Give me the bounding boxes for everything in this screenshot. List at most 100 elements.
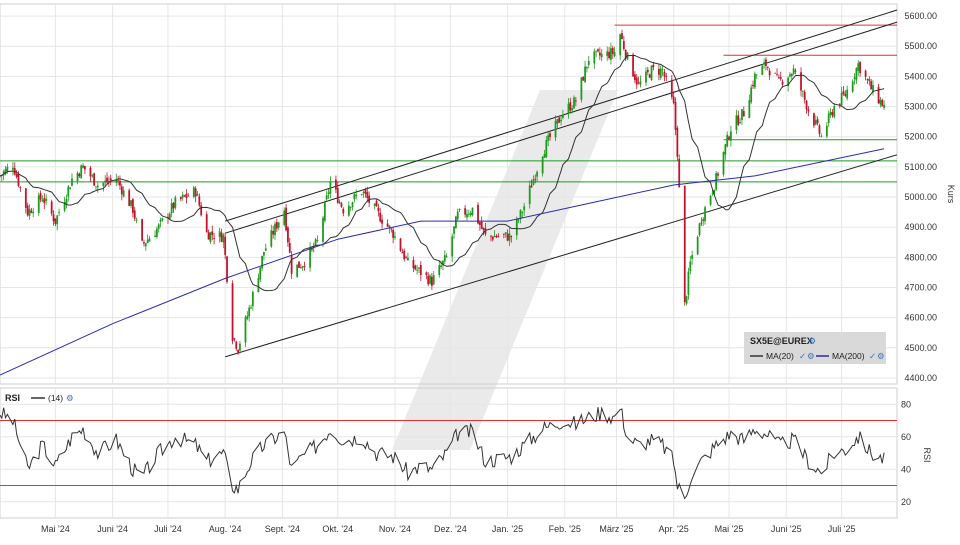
candle-body xyxy=(179,197,182,200)
candle-body xyxy=(377,207,380,211)
candle-body xyxy=(454,216,457,229)
candle-body xyxy=(883,104,885,108)
y-tick-label: 4400.00 xyxy=(904,373,937,383)
candle-body xyxy=(41,199,44,202)
candle-body xyxy=(39,193,42,200)
candle-body xyxy=(558,117,561,123)
candle-body xyxy=(69,187,72,190)
candle-body xyxy=(211,231,214,236)
candle-body xyxy=(872,85,874,93)
candle-body xyxy=(270,230,273,247)
candle-body xyxy=(789,74,791,77)
candle-body xyxy=(611,47,614,54)
candle-body xyxy=(543,154,546,158)
candle-body xyxy=(52,214,55,222)
candle-body xyxy=(263,251,265,256)
candle-body xyxy=(765,59,767,67)
rsi-gear-icon[interactable]: ⚙ xyxy=(66,393,74,403)
legend-ma200-check-icon[interactable]: ✓ xyxy=(869,351,876,361)
candle-body xyxy=(659,68,662,78)
candle-body xyxy=(650,65,653,80)
candle-body xyxy=(274,223,276,236)
candle-body xyxy=(689,261,692,272)
candle-body xyxy=(231,283,234,342)
legend-ma20-check-icon[interactable]: ✓ xyxy=(799,351,806,361)
candle-body xyxy=(781,81,784,85)
candle-body xyxy=(711,192,714,194)
candle-body xyxy=(547,135,550,141)
legend-ma200-gear-icon[interactable]: ⚙ xyxy=(877,351,885,361)
candle-body xyxy=(665,75,668,77)
candle-body xyxy=(32,211,35,214)
candle-body xyxy=(141,219,144,241)
price-y-axis: 4400.00 4500.00 4600.00 4700.00 4800.00 4900.… xyxy=(904,11,956,383)
rsi-tick-label: 60 xyxy=(901,432,911,442)
candle-body xyxy=(696,236,699,255)
candle-body xyxy=(275,222,278,229)
candle-body xyxy=(582,76,585,81)
candle-body xyxy=(120,186,123,195)
candle-body xyxy=(715,173,718,190)
candle-body xyxy=(800,72,802,91)
candle-body xyxy=(857,63,860,71)
candle-body xyxy=(366,192,369,198)
x-tick-label: Mai '24 xyxy=(41,524,70,534)
candle-body xyxy=(283,210,286,225)
x-tick-label: Juni '25 xyxy=(771,524,802,534)
candle-body xyxy=(515,218,518,236)
legend-symbol-gear-icon[interactable]: ⚙ xyxy=(808,336,816,346)
candle-body xyxy=(272,231,275,235)
candle-body xyxy=(491,236,494,240)
candle-body xyxy=(586,66,588,69)
candle-body xyxy=(248,307,251,317)
candle-body xyxy=(226,256,228,282)
candle-body xyxy=(194,188,197,197)
candle-body xyxy=(844,93,847,96)
candle-body xyxy=(877,86,880,104)
candle-body xyxy=(316,240,319,241)
candle-body xyxy=(298,261,300,268)
candle-body xyxy=(414,265,417,270)
legend: SX5E@EUREX ⚙ MA(20) ✓ ⚙ MA(200) ✓ ⚙ xyxy=(744,332,886,364)
candle-body xyxy=(881,99,884,107)
candle-body xyxy=(117,180,120,182)
candle-body xyxy=(729,131,732,141)
candle-body xyxy=(532,179,535,186)
candle-body xyxy=(678,158,681,188)
candle-body xyxy=(480,221,483,229)
candle-body xyxy=(259,267,262,280)
candle-body xyxy=(846,89,849,99)
candle-body xyxy=(95,186,97,188)
candle-body xyxy=(587,61,590,65)
candle-body xyxy=(816,119,819,124)
candle-body xyxy=(406,257,409,261)
price-panel-frame xyxy=(0,3,898,385)
candle-body xyxy=(187,195,190,197)
candle-body xyxy=(200,205,203,216)
candle-body xyxy=(866,79,869,80)
candle-body xyxy=(774,72,777,74)
x-tick-label: Nov. '24 xyxy=(379,524,411,534)
candle-body xyxy=(451,236,454,257)
candle-body xyxy=(250,307,252,309)
candle-body xyxy=(301,266,304,268)
candle-body xyxy=(80,165,83,179)
candle-body xyxy=(801,91,804,92)
candle-body xyxy=(442,260,444,266)
candle-body xyxy=(296,264,299,277)
rsi-tick-label: 80 xyxy=(901,399,911,409)
candle-body xyxy=(820,135,823,137)
x-tick-label: März '25 xyxy=(599,524,633,534)
y-tick-label: 4900.00 xyxy=(904,222,937,232)
candle-body xyxy=(464,208,467,215)
candle-body xyxy=(698,223,701,236)
legend-ma20-gear-icon[interactable]: ⚙ xyxy=(807,351,815,361)
candle-body xyxy=(571,108,574,111)
candle-body xyxy=(89,167,92,177)
candle-body xyxy=(493,236,496,238)
candle-body xyxy=(787,77,790,87)
candle-body xyxy=(818,125,821,134)
candle-body xyxy=(827,113,830,124)
candle-body xyxy=(709,195,712,205)
candle-body xyxy=(336,187,339,203)
